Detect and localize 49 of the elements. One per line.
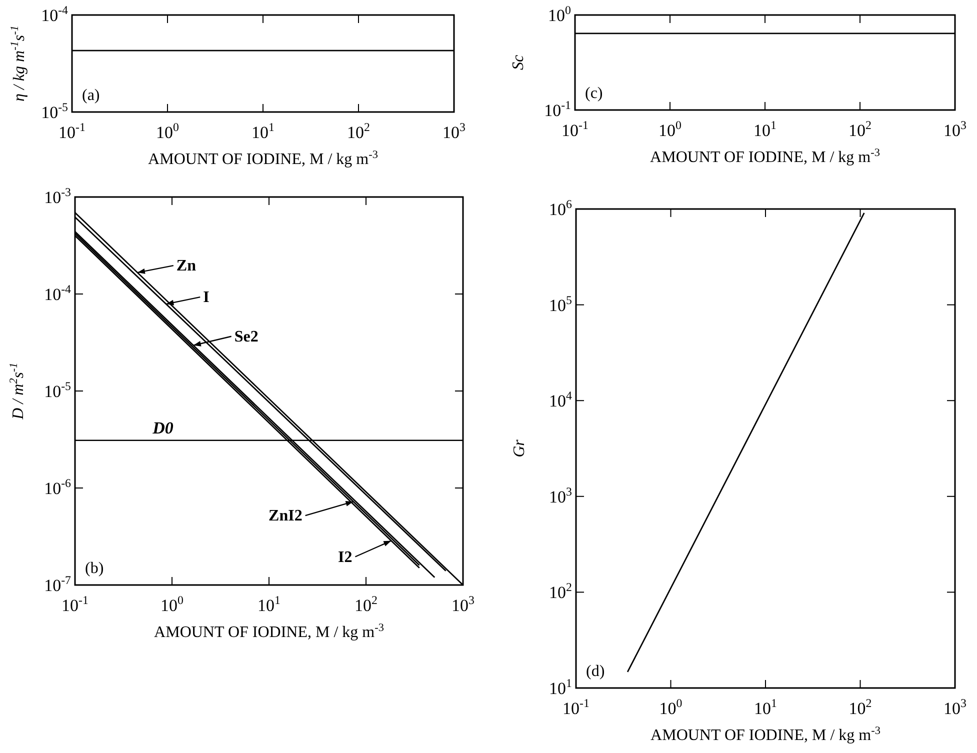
- legend-label: Se2: [234, 328, 258, 346]
- x-tick-label: 10$^{3}$: [944, 118, 967, 140]
- x-tick-label: 10$^{0}$: [156, 120, 180, 142]
- x-tick-label: 10$^{2}$: [848, 118, 872, 140]
- annotation: (a): [82, 87, 100, 104]
- y-tick-label: 10$^{6}$: [549, 197, 572, 219]
- y-tick-label: 10$^{-7}$: [44, 573, 72, 595]
- y-tick-label: 10$^{-5}$: [44, 379, 72, 401]
- x-tick-label: 10$^{1}$: [258, 593, 281, 615]
- x-tick-label: 10$^{1}$: [252, 120, 275, 142]
- y-tick-label: 10$^{1}$: [549, 676, 572, 698]
- legend-label: I: [203, 289, 210, 306]
- legend-label: Zn: [176, 258, 196, 275]
- annotation: (d): [586, 663, 605, 680]
- text: ZnI2: [268, 508, 302, 525]
- ref-line-label: D0: [152, 418, 174, 438]
- y-axis-title: Gr: [511, 438, 528, 458]
- y-tick-label: 10$^{-4}$: [44, 282, 72, 304]
- x-tick-label: 10$^{0}$: [160, 593, 184, 615]
- x-tick-label: 10$^{-1}$: [62, 593, 89, 615]
- x-tick-label: 10$^{1}$: [754, 118, 777, 140]
- y-tick-label: 10$^{-3}$: [44, 185, 72, 207]
- y-tick-label: 10$^{-5}$: [41, 100, 68, 122]
- annotation: (c): [585, 85, 603, 102]
- x-tick-label: 10$^{2}$: [354, 593, 378, 615]
- x-axis-title: AMOUNT OF IODINE, M / kg m$^{-3}$: [650, 147, 880, 166]
- x-tick-label: 10$^{-1}$: [562, 696, 590, 718]
- x-tick-label: 10$^{3}$: [944, 696, 967, 718]
- y-tick-label: 10$^{-6}$: [44, 476, 72, 498]
- x-tick-label: 10$^{2}$: [848, 696, 872, 718]
- text: I2: [338, 548, 352, 566]
- x-tick-label: 10$^{-1}$: [58, 120, 86, 142]
- x-tick-label: 10$^{2}$: [347, 120, 370, 142]
- y-tick-label: 10$^{5}$: [549, 292, 572, 315]
- y-tick-label: 10$^{-1}$: [544, 98, 572, 120]
- x-tick-label: 10$^{0}$: [658, 118, 682, 140]
- y-tick-label: 10$^{0}$: [548, 3, 572, 25]
- x-tick-label: 10$^{3}$: [452, 593, 475, 615]
- x-axis-title: AMOUNT OF IODINE, M / kg m$^{-3}$: [154, 622, 384, 641]
- x-tick-label: 10$^{0}$: [659, 696, 682, 718]
- x-axis-title: AMOUNT OF IODINE, M / kg m$^{-3}$: [148, 149, 378, 168]
- x-tick-label: 10$^{1}$: [754, 696, 778, 718]
- y-axis-title: Sc: [510, 54, 527, 70]
- y-tick-label: 10$^{3}$: [549, 484, 572, 506]
- x-axis-title: AMOUNT OF IODINE, M / kg m$^{-3}$: [650, 725, 881, 744]
- y-tick-label: 10$^{4}$: [549, 388, 572, 411]
- y-tick-label: 10$^{-4}$: [41, 3, 68, 25]
- x-tick-label: 10$^{3}$: [442, 120, 466, 142]
- annotation: (b): [85, 560, 104, 577]
